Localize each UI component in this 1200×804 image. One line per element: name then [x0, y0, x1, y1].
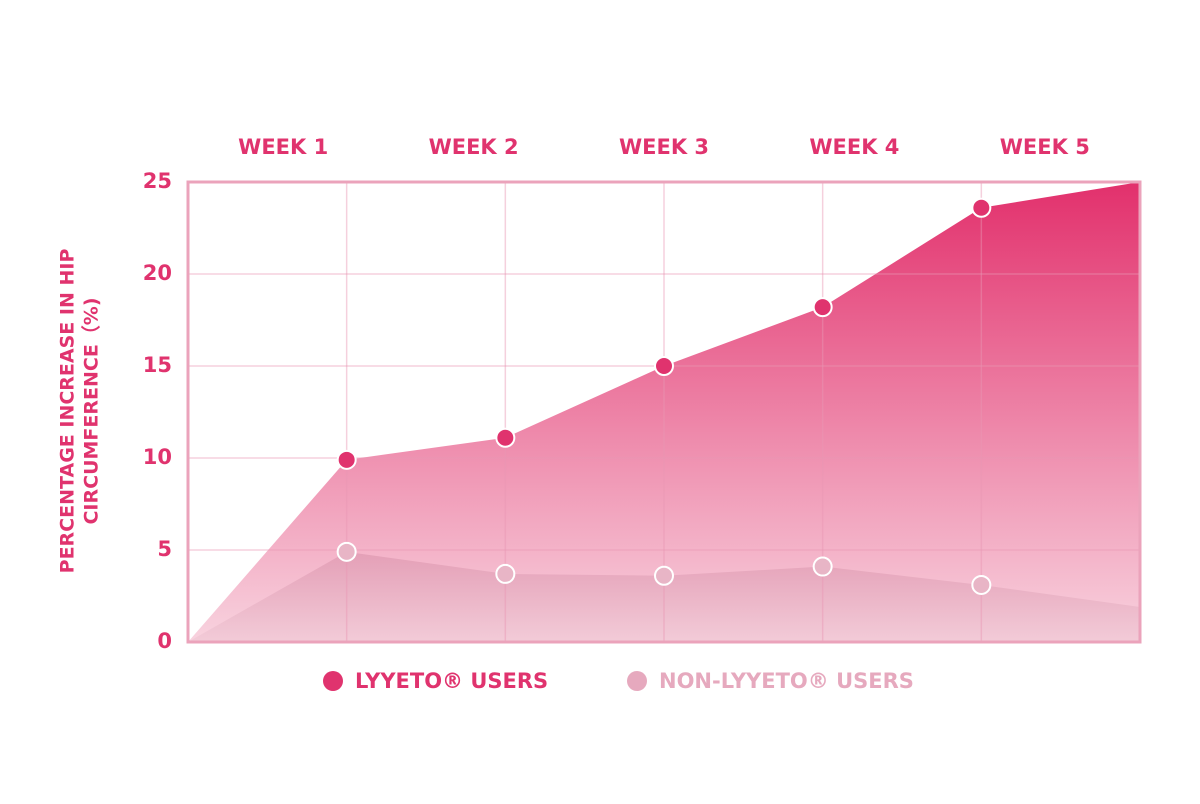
y-axis-title-line: PERCENTAGE INCREASE IN HIP — [57, 249, 79, 574]
y-axis-title: PERCENTAGE INCREASE IN HIP CIRCUMFERENCE… — [57, 249, 103, 574]
area — [188, 182, 1140, 642]
y-tick-label: 0 — [157, 629, 172, 653]
legend-swatch — [627, 671, 647, 691]
marker — [812, 297, 833, 318]
x-tick-label: WEEK 2 — [429, 135, 519, 159]
x-tick-label: WEEK 5 — [1000, 135, 1090, 159]
marker — [336, 449, 357, 470]
y-tick-label: 25 — [143, 169, 172, 193]
marker — [654, 356, 674, 376]
marker — [654, 565, 674, 586]
marker — [336, 541, 357, 562]
marker — [495, 563, 516, 584]
legend-label: LYYETO® USERS — [355, 669, 548, 693]
marker — [971, 574, 992, 595]
y-tick-label: 10 — [143, 445, 172, 469]
marker — [812, 556, 833, 577]
y-tick-label: 5 — [157, 537, 172, 561]
y-axis-title-line: CIRCUMFERENCE（%) — [80, 297, 103, 524]
area — [188, 551, 1140, 642]
marker — [971, 197, 992, 218]
x-tick-label: WEEK 4 — [809, 135, 899, 159]
plot-frame — [186, 180, 1142, 644]
x-tick-label: WEEK 1 — [238, 135, 328, 159]
marker — [495, 427, 516, 448]
legend-label: NON-LYYETO® USERS — [659, 669, 914, 693]
legend-swatch — [323, 671, 343, 691]
x-tick-label: WEEK 3 — [619, 135, 709, 159]
y-tick-label: 15 — [143, 353, 172, 377]
y-tick-label: 20 — [143, 261, 172, 285]
